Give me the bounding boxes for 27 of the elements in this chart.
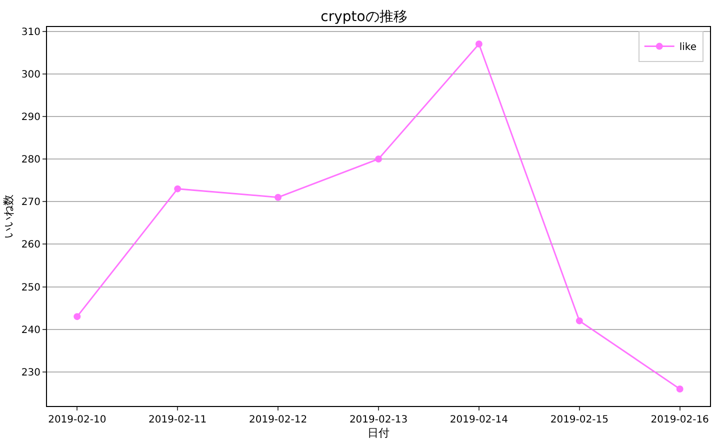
- point: [576, 317, 583, 324]
- x-tick-label: 2019-02-14: [450, 414, 508, 426]
- x-tick-label: 2019-02-11: [148, 414, 207, 426]
- point: [375, 156, 382, 163]
- y-tick-label: 250: [21, 282, 40, 294]
- point: [676, 385, 684, 392]
- y-tick-label: 230: [21, 367, 40, 378]
- y-tick-label: 300: [21, 69, 40, 80]
- x-tick-label: 2019-02-16: [650, 414, 709, 426]
- y-axis-title: いいね数: [2, 194, 16, 238]
- x-axis-title: 日付: [368, 426, 390, 440]
- point: [475, 40, 482, 48]
- legend-label: like: [679, 42, 697, 54]
- point: [74, 313, 81, 320]
- y-tick-label: 270: [21, 197, 40, 208]
- y-tick-label: 240: [21, 324, 40, 336]
- y-tick-label: 280: [21, 154, 40, 166]
- x-tick-label: 2019-02-12: [248, 414, 308, 426]
- y-tick-label: 260: [21, 240, 40, 251]
- point: [274, 194, 282, 201]
- y-tick-label: 290: [21, 112, 40, 123]
- x-tick-label: 2019-02-15: [550, 414, 608, 426]
- point: [174, 185, 182, 192]
- y-tick-label: 310: [21, 26, 40, 38]
- x-tick-label: 2019-02-10: [48, 414, 106, 426]
- x-tick-label: 2019-02-13: [349, 414, 408, 426]
- chart-title: cryptoの推移: [320, 8, 408, 25]
